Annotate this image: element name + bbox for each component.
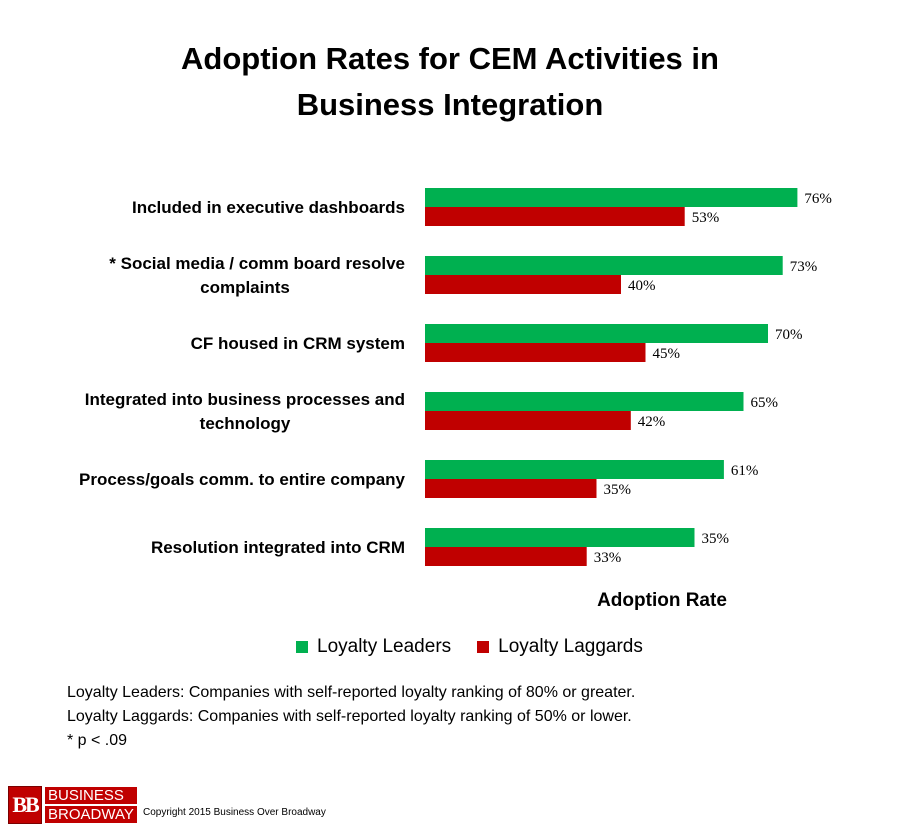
data-label: 45% bbox=[653, 346, 681, 362]
bar-laggards bbox=[425, 411, 631, 430]
bar-leaders bbox=[425, 188, 798, 207]
data-label: 53% bbox=[692, 210, 720, 226]
copyright: Copyright 2015 Business Over Broadway bbox=[143, 807, 326, 818]
bar-chart: Included in executive dashboards * Social… bbox=[79, 188, 832, 611]
legend-item-laggards: Loyalty Laggards bbox=[477, 636, 643, 658]
data-label: 35% bbox=[604, 482, 632, 498]
data-label: 35% bbox=[702, 531, 730, 547]
category-label: * Social media / comm board resolve bbox=[109, 254, 405, 273]
legend-label-leaders: Loyalty Leaders bbox=[317, 636, 452, 657]
x-axis-title: Adoption Rate bbox=[597, 590, 727, 611]
chart-title: Adoption Rates for CEM Activities in Bus… bbox=[0, 36, 900, 128]
logo-line-2: BROADWAY bbox=[45, 806, 137, 823]
data-label: 70% bbox=[775, 327, 803, 343]
data-label: 76% bbox=[804, 191, 832, 207]
legend-swatch-laggards bbox=[477, 641, 490, 653]
data-label: 65% bbox=[751, 395, 779, 411]
data-label: 61% bbox=[731, 463, 759, 479]
value-labels: 76% 53% 73% 40% 70% 45% 65% 42% 61% 35% 35% 33% bbox=[594, 191, 832, 566]
chart-title-line-1: Adoption Rates for CEM Activities in bbox=[181, 41, 719, 76]
bar-leaders bbox=[425, 528, 695, 547]
category-label: Included in executive dashboards bbox=[132, 198, 405, 217]
category-label: Process/goals comm. to entire company bbox=[79, 470, 405, 489]
data-label: 73% bbox=[790, 259, 818, 275]
footnotes: Loyalty Leaders: Companies with self-rep… bbox=[67, 681, 635, 753]
logo-mark: BB bbox=[8, 786, 42, 824]
legend-item-leaders: Loyalty Leaders bbox=[296, 636, 451, 658]
logo-line-1: BUSINESS bbox=[45, 787, 137, 804]
footnote-laggards: Loyalty Laggards: Companies with self-re… bbox=[67, 708, 632, 725]
category-label: technology bbox=[200, 414, 291, 433]
category-label: Integrated into business processes and bbox=[85, 390, 405, 409]
bar-leaders bbox=[425, 256, 783, 275]
bar-leaders bbox=[425, 460, 724, 479]
bar-laggards bbox=[425, 275, 621, 294]
bar-laggards bbox=[425, 343, 646, 362]
legend: Loyalty Leaders Loyalty Laggards bbox=[296, 636, 669, 658]
data-label: 33% bbox=[594, 550, 622, 566]
legend-swatch-leaders bbox=[296, 641, 308, 653]
category-labels: Included in executive dashboards * Social… bbox=[79, 198, 405, 557]
chart-title-line-2: Business Integration bbox=[296, 87, 604, 122]
bar-leaders bbox=[425, 392, 744, 411]
data-label: 40% bbox=[628, 278, 656, 294]
bar-laggards bbox=[425, 547, 587, 566]
brand-logo: BB BUSINESS BROADWAY bbox=[8, 786, 137, 824]
data-label: 42% bbox=[638, 414, 666, 430]
bar-laggards bbox=[425, 479, 597, 498]
footnote-significance: * p < .09 bbox=[67, 732, 128, 749]
category-label: Resolution integrated into CRM bbox=[151, 538, 405, 557]
bar-laggards bbox=[425, 207, 685, 226]
category-label: CF housed in CRM system bbox=[191, 334, 405, 353]
bars bbox=[425, 188, 798, 566]
category-label: complaints bbox=[200, 278, 290, 297]
bar-leaders bbox=[425, 324, 768, 343]
legend-label-laggards: Loyalty Laggards bbox=[498, 636, 643, 657]
footnote-leaders: Loyalty Leaders: Companies with self-rep… bbox=[67, 684, 636, 701]
logo-text: BUSINESS BROADWAY bbox=[45, 787, 137, 823]
